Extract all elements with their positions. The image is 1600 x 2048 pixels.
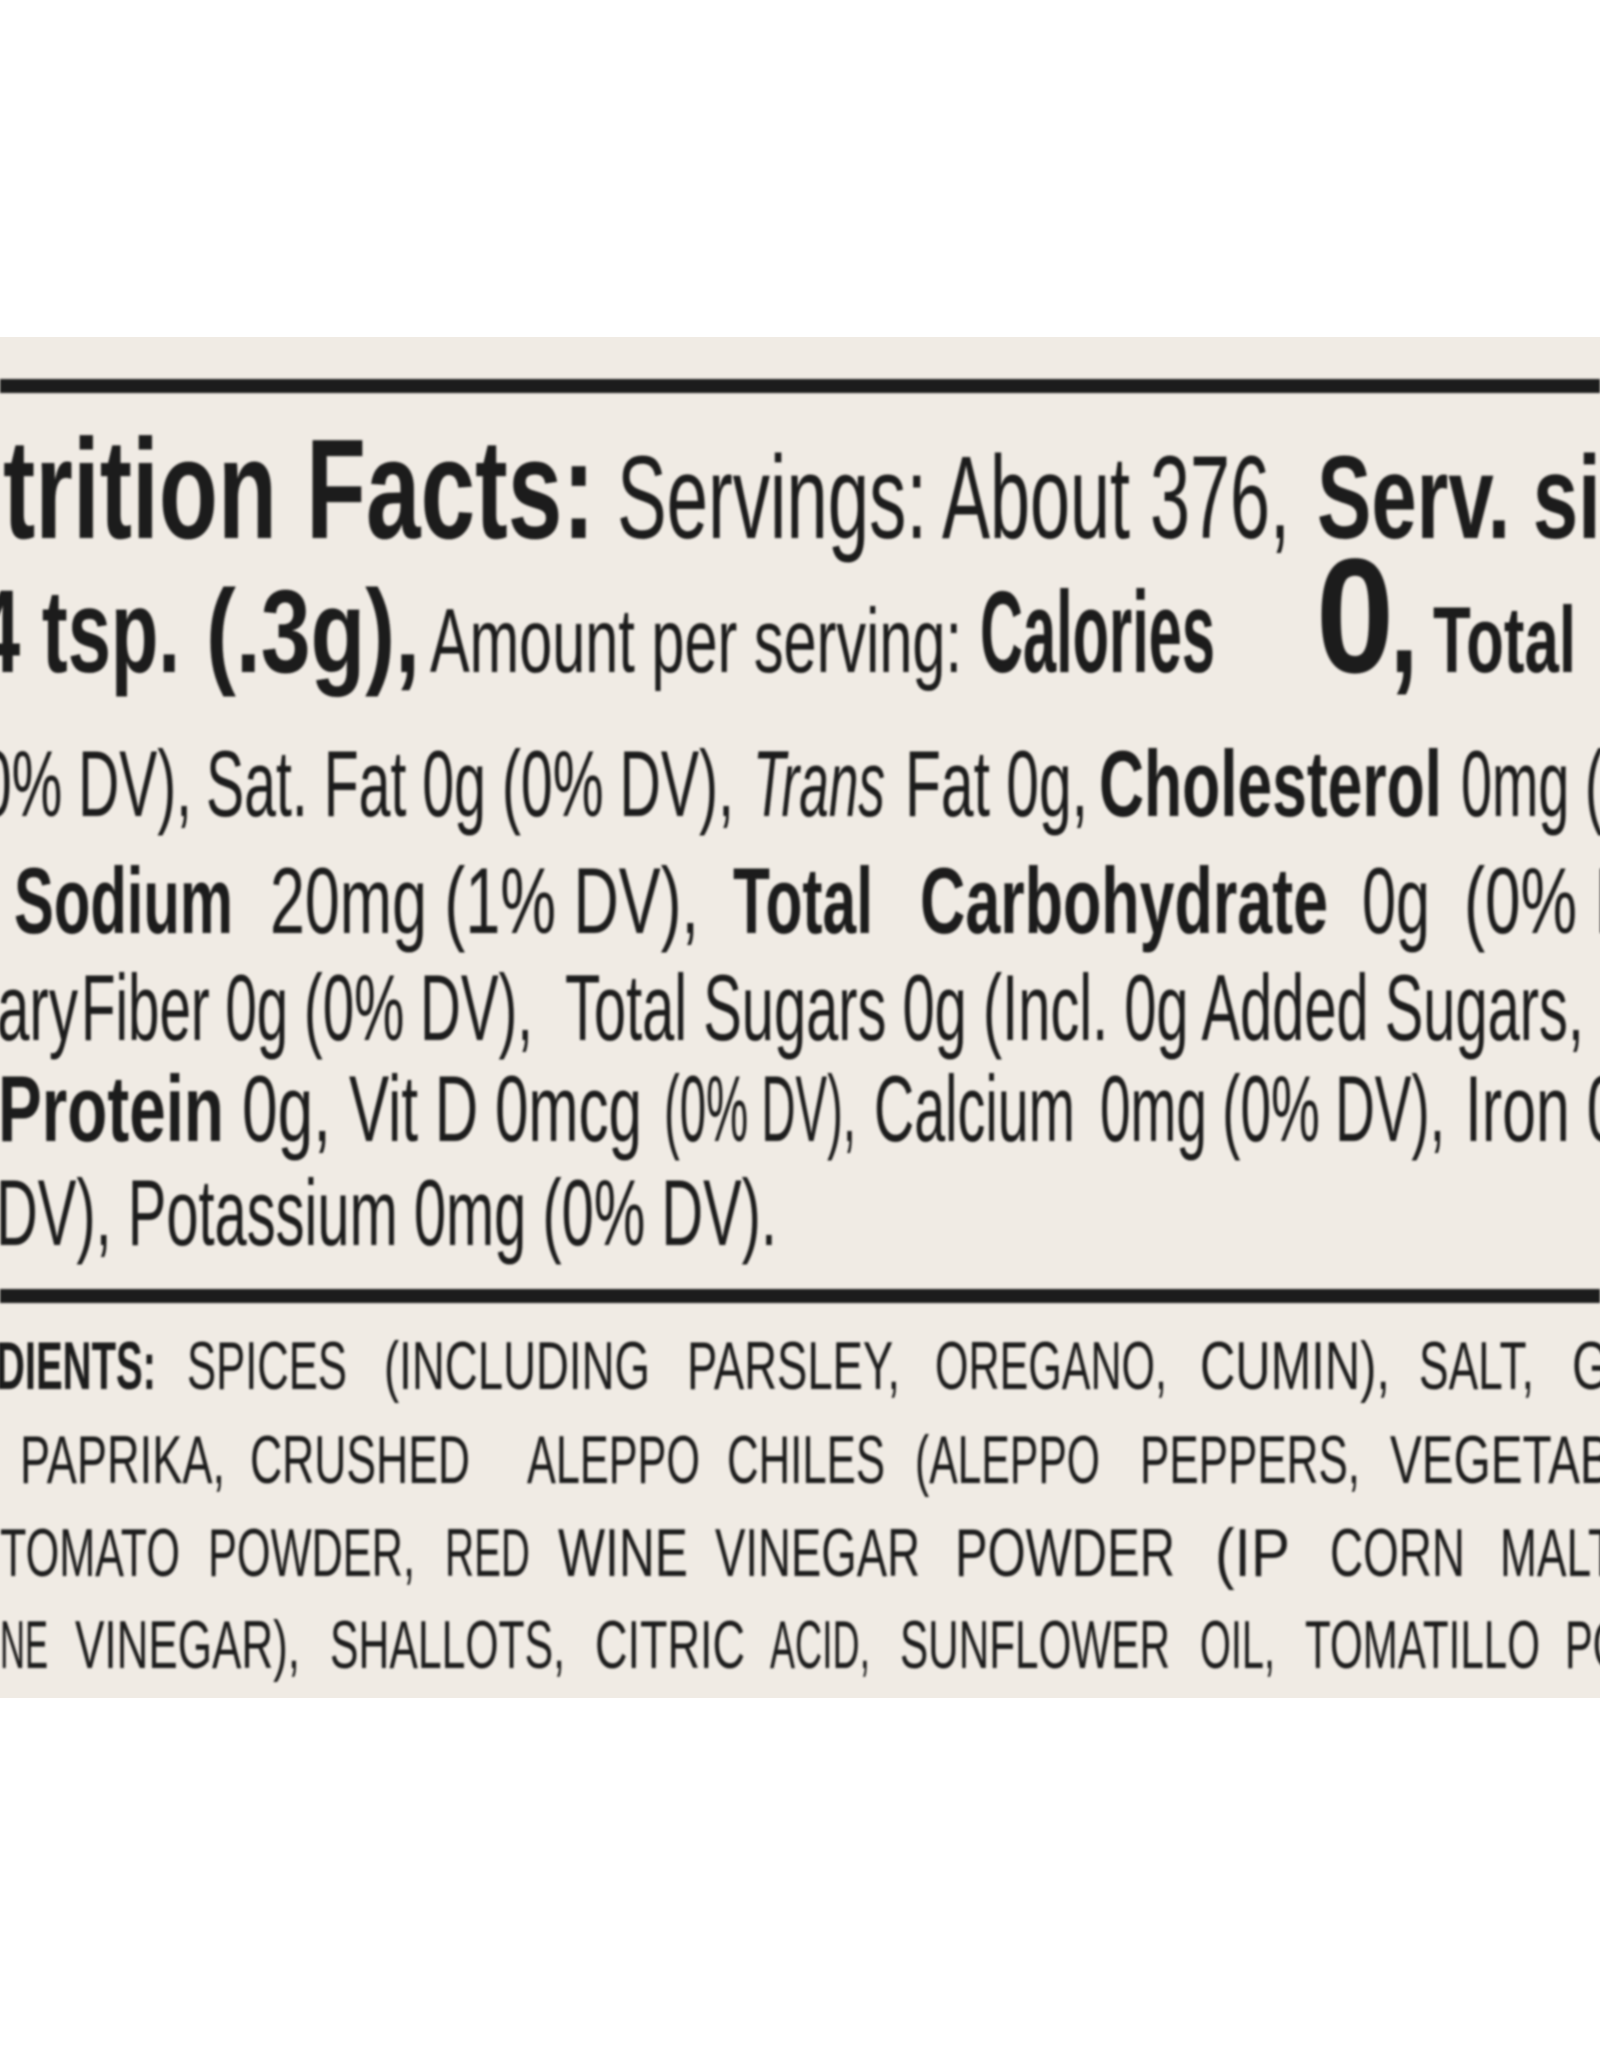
svg-text:SUNFLOWER: SUNFLOWER (900, 1607, 1170, 1683)
svg-text:Vit D 0mcg: Vit D 0mcg (349, 1056, 642, 1161)
svg-text:VINEGAR: VINEGAR (715, 1515, 920, 1591)
svg-text:Serv. size:: Serv. size: (1317, 432, 1600, 564)
svg-text:PO: PO (1565, 1607, 1600, 1683)
svg-text:WINE: WINE (558, 1515, 688, 1591)
svg-text:OREGANO,: OREGANO, (935, 1328, 1167, 1404)
svg-text:TOMATO: TOMATO (0, 1515, 180, 1591)
svg-text:GARLIC: GARLIC (1572, 1328, 1600, 1404)
svg-text:Amount per serving:: Amount per serving: (430, 591, 962, 692)
svg-text:(ALEPPO: (ALEPPO (915, 1422, 1100, 1498)
svg-text:Total: Total (1433, 587, 1576, 692)
svg-text:4 tsp.: 4 tsp. (0, 566, 180, 698)
svg-text:0mg (0% DV),: 0mg (0% DV), (1461, 731, 1600, 836)
svg-text:Calcium: Calcium (874, 1056, 1075, 1161)
svg-text:CITRIC: CITRIC (595, 1607, 745, 1683)
svg-text:VEGETABLE: VEGETABLE (1390, 1422, 1600, 1498)
svg-text:About 376,: About 376, (942, 432, 1290, 564)
svg-text:0% DV),: 0% DV), (0, 731, 192, 836)
svg-text:SHALLOTS,: SHALLOTS, (330, 1607, 565, 1683)
svg-text:(INCLUDING: (INCLUDING (384, 1328, 650, 1404)
svg-text:Carbohydrate: Carbohydrate (920, 848, 1328, 953)
svg-text:Total: Total (733, 848, 873, 953)
svg-text:POWDER,: POWDER, (208, 1515, 415, 1591)
svg-text:SALT,: SALT, (1419, 1328, 1534, 1404)
svg-text:Sat. Fat 0g (0% DV),: Sat. Fat 0g (0% DV), (206, 731, 734, 836)
svg-text:OIL,: OIL, (1200, 1607, 1275, 1683)
svg-text:(0% DV),: (0% DV), (664, 1056, 856, 1161)
svg-text:(.3g),: (.3g), (206, 566, 420, 698)
svg-text:NE: NE (0, 1607, 48, 1683)
svg-text:Servings:: Servings: (617, 432, 927, 564)
svg-text:TOMATILLO: TOMATILLO (1305, 1607, 1540, 1683)
svg-text:Iron 0mg: Iron 0mg (1465, 1056, 1600, 1161)
svg-text:ary: ary (0, 955, 78, 1060)
svg-text:0g,: 0g, (242, 1056, 331, 1161)
svg-text:PAPRIKA,: PAPRIKA, (20, 1422, 225, 1498)
svg-text:CORN: CORN (1330, 1515, 1465, 1591)
svg-text:VINEGAR),: VINEGAR), (75, 1607, 300, 1683)
svg-text:0mg (0% DV),: 0mg (0% DV), (1100, 1056, 1445, 1161)
svg-text:PARSLEY,: PARSLEY, (687, 1328, 900, 1404)
svg-text:RED: RED (445, 1515, 530, 1591)
svg-text:Fiber 0g (0% DV),: Fiber 0g (0% DV), (81, 955, 533, 1060)
svg-text:ALEPPO: ALEPPO (527, 1422, 700, 1498)
svg-text:PEPPERS,: PEPPERS, (1140, 1422, 1360, 1498)
svg-text:utrition: utrition (0, 410, 277, 569)
svg-text:MALTODEX: MALTODEX (1500, 1515, 1600, 1591)
svg-text:CUMIN),: CUMIN), (1200, 1328, 1390, 1404)
svg-text:Fat 0g,: Fat 0g, (905, 731, 1088, 836)
svg-text:Facts:: Facts: (306, 410, 595, 569)
svg-text:CRUSHED: CRUSHED (250, 1422, 470, 1498)
svg-text:20mg (1% DV),: 20mg (1% DV), (270, 848, 699, 953)
svg-text:Calories: Calories (980, 567, 1215, 697)
svg-text:POWDER: POWDER (955, 1515, 1175, 1591)
svg-text:DV), Potassium 0mg (0% DV).: DV), Potassium 0mg (0% DV). (0, 1160, 777, 1265)
svg-text:Total Sugars 0g (Incl. 0g Adde: Total Sugars 0g (Incl. 0g Added Sugars, (565, 955, 1584, 1060)
svg-text:Trans: Trans (753, 731, 885, 836)
svg-text:Sodium: Sodium (14, 848, 233, 953)
svg-text:,: , (1390, 541, 1418, 703)
svg-text:CHILES: CHILES (727, 1422, 885, 1498)
svg-text:(IP: (IP (1215, 1515, 1290, 1591)
svg-text:SPICES: SPICES (187, 1328, 347, 1404)
svg-text:DIENTS:: DIENTS: (0, 1328, 156, 1404)
svg-text:Protein: Protein (0, 1056, 224, 1161)
svg-text:0g: 0g (1362, 848, 1430, 953)
svg-text:Cholesterol: Cholesterol (1099, 731, 1442, 836)
svg-text:,: , (0, 848, 3, 953)
svg-text:ACID,: ACID, (770, 1607, 870, 1683)
svg-text:(0% DV),: (0% DV), (1464, 848, 1600, 953)
svg-text:0: 0 (1316, 524, 1394, 707)
